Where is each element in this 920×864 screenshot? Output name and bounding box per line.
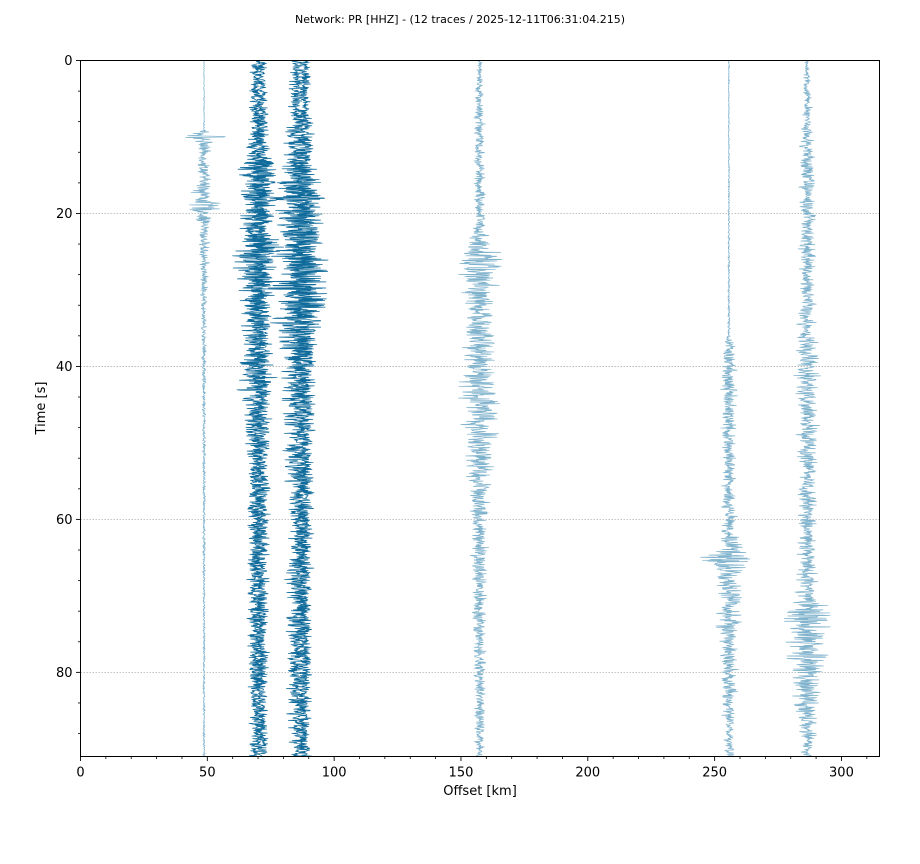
x-tick-label-200: 200 [575, 766, 600, 781]
x-tick-label-300: 300 [829, 766, 854, 781]
seismic-trace-1 [185, 60, 226, 757]
seismic-trace-6 [458, 60, 503, 757]
seismic-trace-4 [263, 60, 328, 757]
axis-layer: 0 50 100 150 200 250 300 0 20 40 60 80 [56, 54, 868, 781]
seismic-trace-3 [246, 60, 277, 757]
x-tick-label-100: 100 [322, 766, 347, 781]
plot-frame [80, 60, 880, 757]
x-tick-label-50: 50 [199, 766, 216, 781]
x-axis-label: Offset [km] [443, 784, 517, 799]
seismic-trace-8 [783, 60, 831, 757]
seismic-trace-7 [700, 60, 751, 757]
trace-layer [185, 60, 831, 757]
seismic-trace-5 [281, 60, 329, 757]
x-tick-label-150: 150 [449, 766, 474, 781]
y-axis-label: Time [s] [34, 382, 49, 436]
y-tick-label-80: 80 [56, 666, 73, 681]
y-tick-label-0: 0 [64, 54, 72, 69]
y-tick-label-20: 20 [56, 207, 73, 222]
chart-title: Network: PR [HHZ] - (12 traces / 2025-12… [295, 13, 625, 26]
y-tick-label-40: 40 [56, 360, 73, 375]
x-tick-label-250: 250 [702, 766, 727, 781]
y-tick-label-60: 60 [56, 513, 73, 528]
x-tick-label-0: 0 [76, 766, 84, 781]
